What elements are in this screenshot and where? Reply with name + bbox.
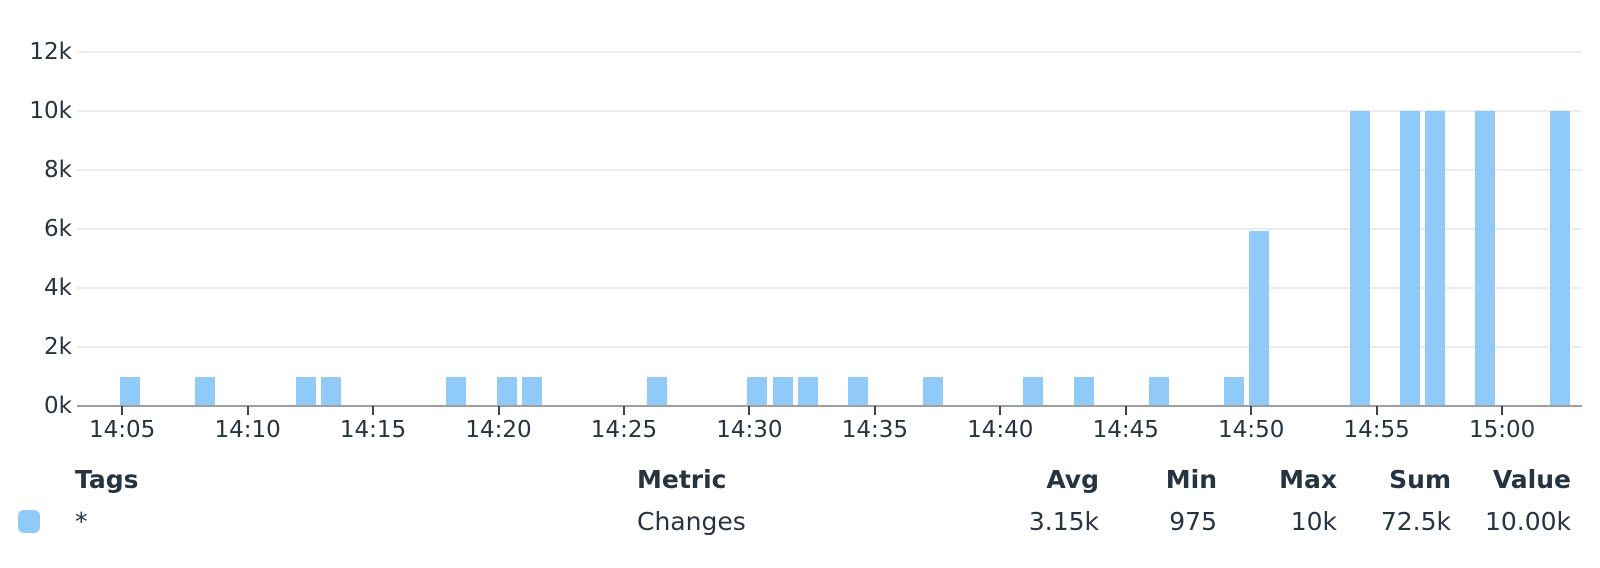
x-axis-tick: [497, 406, 500, 415]
bar-14:41[interactable]: [1023, 376, 1044, 406]
legend-header-metric: Metric: [637, 464, 727, 494]
x-axis-label: 14:25: [590, 417, 658, 443]
gridline-10k: [77, 110, 1582, 113]
x-axis-tick: [372, 406, 375, 415]
bar-14:57[interactable]: [1424, 111, 1445, 406]
x-axis-label: 15:00: [1468, 417, 1536, 443]
series-min: 975: [1169, 506, 1217, 536]
bar-14:12[interactable]: [295, 376, 316, 406]
gridline-8k: [77, 169, 1582, 172]
x-axis-tick: [999, 406, 1002, 415]
bar-14:37[interactable]: [923, 376, 944, 406]
series-tags: *: [75, 506, 88, 536]
legend-header-value: Value: [1492, 464, 1571, 494]
x-axis-label: 14:35: [841, 417, 908, 443]
y-axis-label: 2k: [44, 333, 72, 360]
gridline-6k: [77, 227, 1582, 230]
legend-header-row: Tags Metric Avg Min Max Sum Value: [0, 458, 1600, 500]
legend-table: Tags Metric Avg Min Max Sum Value * Chan…: [0, 458, 1600, 542]
gridline-4k: [77, 286, 1582, 289]
bar-14:56[interactable]: [1399, 111, 1420, 406]
y-axis-label: 10k: [29, 98, 72, 125]
bar-14:13[interactable]: [320, 376, 341, 406]
x-axis-line: [77, 404, 1582, 407]
x-axis-label: 14:15: [339, 417, 407, 443]
bar-14:50[interactable]: [1249, 231, 1270, 406]
legend-series-row[interactable]: * Changes 3.15k 975 10k 72.5k 10.00k: [0, 500, 1600, 542]
bar-14:20[interactable]: [496, 376, 517, 406]
bar-14:31[interactable]: [772, 376, 793, 406]
legend-header-min: Min: [1165, 464, 1217, 494]
bar-14:18[interactable]: [446, 376, 467, 406]
x-axis-tick: [622, 406, 625, 415]
gridline-12k: [77, 51, 1582, 54]
bar-14:21[interactable]: [521, 376, 542, 406]
x-axis-label: 14:30: [716, 417, 783, 443]
series-metric: Changes: [637, 506, 746, 536]
x-axis-tick: [121, 406, 124, 415]
gridline-2k: [77, 345, 1582, 348]
y-axis-label: 8k: [44, 157, 72, 184]
x-axis-label: 14:55: [1343, 417, 1410, 443]
x-axis-tick: [1501, 406, 1504, 415]
x-axis-tick: [1375, 406, 1378, 415]
bar-14:54[interactable]: [1349, 111, 1370, 406]
x-axis-label: 14:05: [89, 417, 156, 443]
bar-14:46[interactable]: [1148, 376, 1169, 406]
legend-header-avg: Avg: [1046, 464, 1099, 494]
x-axis-tick: [1124, 406, 1127, 415]
bar-chart: 0k 2k 4k 6k 8k 10k 12k 14:05 14:10 14:15 14:20 14:2…: [29, 39, 1582, 443]
y-axis-label: 6k: [44, 215, 72, 242]
series-color-swatch[interactable]: [18, 509, 40, 533]
bar-14:43[interactable]: [1073, 376, 1094, 406]
series-max: 10k: [1290, 506, 1337, 536]
legend-header-tags: Tags: [75, 464, 139, 494]
x-axis-label: 14:40: [967, 417, 1034, 443]
x-axis-tick: [748, 406, 751, 415]
legend-header-sum: Sum: [1389, 464, 1451, 494]
x-axis-tick: [246, 406, 249, 415]
y-axis-label: 4k: [44, 274, 72, 301]
bar-14:30[interactable]: [747, 376, 768, 406]
series-sum: 72.5k: [1380, 506, 1451, 536]
series-avg: 3.15k: [1028, 506, 1099, 536]
legend-header-max: Max: [1279, 464, 1337, 494]
x-axis-tick: [873, 406, 876, 415]
bar-14:08[interactable]: [195, 376, 216, 406]
bar-14:59[interactable]: [1475, 111, 1496, 406]
x-axis-tick: [1250, 406, 1253, 415]
bar-14:34[interactable]: [847, 376, 868, 406]
bar-14:26[interactable]: [647, 376, 668, 406]
x-axis-label: 14:45: [1092, 417, 1159, 443]
bar-14:05[interactable]: [120, 376, 141, 406]
y-axis-label: 0k: [44, 392, 72, 419]
bar-15:02[interactable]: [1550, 111, 1571, 406]
series-value: 10.00k: [1484, 506, 1571, 536]
y-axis-label: 12k: [29, 39, 72, 66]
x-axis-label: 14:20: [465, 417, 532, 443]
x-axis-label: 14:50: [1218, 417, 1285, 443]
bar-14:49[interactable]: [1224, 376, 1245, 406]
x-axis-label: 14:10: [214, 417, 281, 443]
bar-14:32[interactable]: [797, 376, 818, 406]
